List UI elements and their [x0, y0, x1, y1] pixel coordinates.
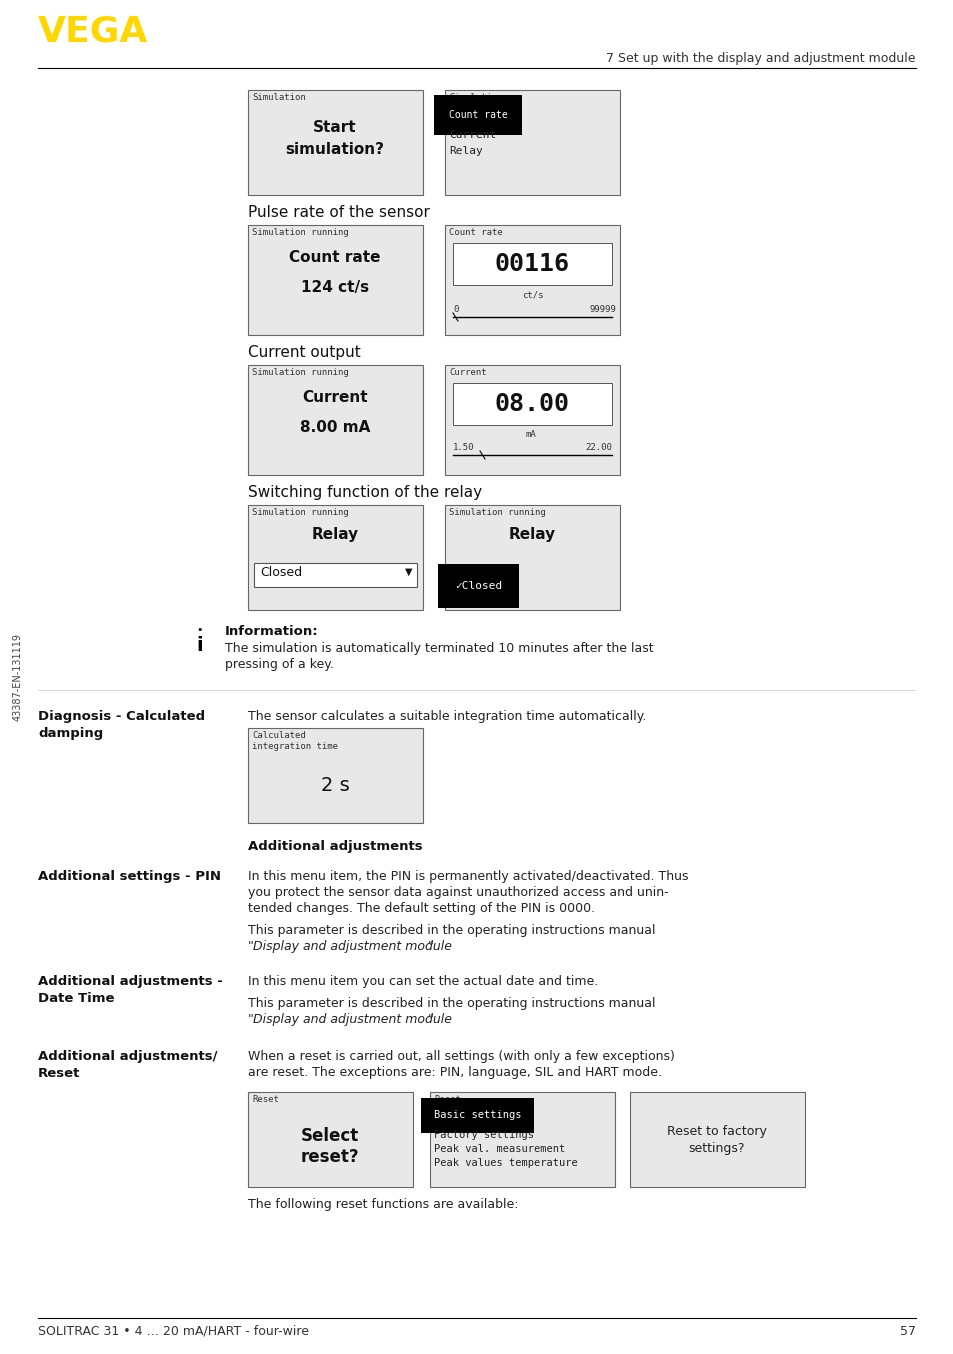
Text: 22.00: 22.00	[584, 443, 611, 452]
Text: Peak values temperature: Peak values temperature	[434, 1158, 578, 1169]
Bar	[248, 366, 422, 475]
Bar	[629, 1091, 804, 1187]
Text: Relay: Relay	[311, 527, 358, 542]
Text: pressing of a key.: pressing of a key.	[225, 658, 334, 672]
Text: The sensor calculates a suitable integration time automatically.: The sensor calculates a suitable integra…	[248, 709, 646, 723]
Text: Relay: Relay	[449, 146, 482, 156]
Text: When a reset is carried out, all settings (with only a few exceptions): When a reset is carried out, all setting…	[248, 1049, 674, 1063]
Text: Closed: Closed	[260, 566, 302, 580]
Text: Switching function of the relay: Switching function of the relay	[248, 485, 481, 500]
Text: Current: Current	[302, 390, 368, 405]
Text: Count rate: Count rate	[449, 227, 502, 237]
Bar	[444, 505, 619, 611]
Text: Pulse rate of the sensor: Pulse rate of the sensor	[248, 204, 430, 219]
Text: Open: Open	[455, 565, 481, 575]
Text: Date Time: Date Time	[38, 992, 114, 1005]
Text: Additional adjustments: Additional adjustments	[248, 839, 422, 853]
Text: 124 ct/s: 124 ct/s	[300, 280, 369, 295]
Text: settings?: settings?	[688, 1141, 744, 1155]
Text: Display and adjustment module: Display and adjustment module	[253, 1013, 452, 1026]
Text: 8.00 mA: 8.00 mA	[299, 420, 370, 435]
Text: Start: Start	[313, 121, 356, 135]
Text: are reset. The exceptions are: PIN, language, SIL and HART mode.: are reset. The exceptions are: PIN, lang…	[248, 1066, 661, 1079]
Text: Relay: Relay	[508, 527, 555, 542]
Text: •: •	[196, 626, 203, 635]
Text: damping: damping	[38, 727, 103, 741]
Text: SOLITRAC 31 • 4 … 20 mA/HART - four-wire: SOLITRAC 31 • 4 … 20 mA/HART - four-wire	[38, 1326, 309, 1338]
Text: Simulation: Simulation	[449, 93, 502, 102]
Text: tended changes. The default setting of the PIN is 0000.: tended changes. The default setting of t…	[248, 902, 595, 915]
Text: Reset: Reset	[38, 1067, 80, 1080]
Text: Count rate: Count rate	[449, 110, 507, 121]
Text: ✓Closed: ✓Closed	[455, 581, 501, 590]
Bar	[453, 383, 612, 425]
Text: 57: 57	[899, 1326, 915, 1338]
Text: Reset to factory: Reset to factory	[666, 1125, 766, 1137]
Text: Simulation running: Simulation running	[252, 508, 349, 517]
Text: The following reset functions are available:: The following reset functions are availa…	[248, 1198, 518, 1210]
Text: 08.00: 08.00	[494, 393, 569, 416]
Text: 00116: 00116	[494, 252, 569, 276]
Text: Calculated: Calculated	[252, 731, 305, 741]
Text: In this menu item, the PIN is permanently activated/deactivated. Thus: In this menu item, the PIN is permanentl…	[248, 871, 688, 883]
Text: Factory settings: Factory settings	[434, 1131, 534, 1140]
Text: Current: Current	[449, 368, 486, 376]
Text: 99999: 99999	[589, 305, 617, 314]
Text: Additional adjustments -: Additional adjustments -	[38, 975, 223, 988]
Bar	[248, 505, 422, 611]
Text: The simulation is automatically terminated 10 minutes after the last: The simulation is automatically terminat…	[225, 642, 653, 655]
Text: 43387-EN-131119: 43387-EN-131119	[13, 634, 23, 720]
Text: reset?: reset?	[300, 1148, 359, 1166]
Bar	[444, 225, 619, 334]
Text: Current: Current	[449, 130, 496, 139]
Text: Peak val. measurement: Peak val. measurement	[434, 1144, 565, 1154]
Text: Simulation running: Simulation running	[252, 368, 349, 376]
Bar	[248, 728, 422, 823]
Text: In this menu item you can set the actual date and time.: In this menu item you can set the actual…	[248, 975, 598, 988]
Text: 7 Set up with the display and adjustment module: 7 Set up with the display and adjustment…	[606, 51, 915, 65]
Bar	[444, 366, 619, 475]
Text: ".: ".	[428, 1013, 437, 1026]
Text: integration time: integration time	[252, 742, 337, 751]
Text: Additional settings - PIN: Additional settings - PIN	[38, 871, 221, 883]
Text: Simulation running: Simulation running	[449, 508, 545, 517]
Bar	[248, 1091, 413, 1187]
Text: ".: ".	[428, 940, 437, 953]
Text: Simulation: Simulation	[252, 93, 305, 102]
Text: This parameter is described in the operating instructions manual: This parameter is described in the opera…	[248, 923, 655, 937]
Text: i: i	[196, 636, 203, 655]
Text: VEGA: VEGA	[38, 15, 149, 49]
Text: ": "	[248, 940, 253, 953]
Bar	[444, 89, 619, 195]
Text: Count rate: Count rate	[289, 250, 380, 265]
Bar	[248, 225, 422, 334]
Text: Information:: Information:	[225, 626, 318, 638]
Text: Reset: Reset	[434, 1095, 460, 1104]
Text: This parameter is described in the operating instructions manual: This parameter is described in the opera…	[248, 997, 655, 1010]
Text: Current output: Current output	[248, 345, 360, 360]
Text: Basic settings: Basic settings	[434, 1110, 521, 1120]
Text: 1.50: 1.50	[453, 443, 474, 452]
Text: simulation?: simulation?	[285, 142, 384, 157]
Bar	[430, 1091, 615, 1187]
Text: Simulation running: Simulation running	[252, 227, 349, 237]
Bar	[248, 89, 422, 195]
Bar	[453, 242, 612, 284]
Text: Select: Select	[300, 1127, 358, 1145]
Text: ": "	[248, 1013, 253, 1026]
Text: you protect the sensor data against unauthorized access and unin-: you protect the sensor data against unau…	[248, 886, 668, 899]
Text: Additional adjustments/: Additional adjustments/	[38, 1049, 217, 1063]
Text: Reset: Reset	[252, 1095, 278, 1104]
Text: 0: 0	[453, 305, 457, 314]
Text: mA: mA	[525, 431, 537, 439]
Text: Display and adjustment module: Display and adjustment module	[253, 940, 452, 953]
Bar	[253, 563, 416, 588]
Text: 2 s: 2 s	[320, 776, 349, 796]
Text: ▼: ▼	[405, 567, 412, 577]
Text: Diagnosis - Calculated: Diagnosis - Calculated	[38, 709, 205, 723]
Text: ct/s: ct/s	[521, 291, 543, 301]
